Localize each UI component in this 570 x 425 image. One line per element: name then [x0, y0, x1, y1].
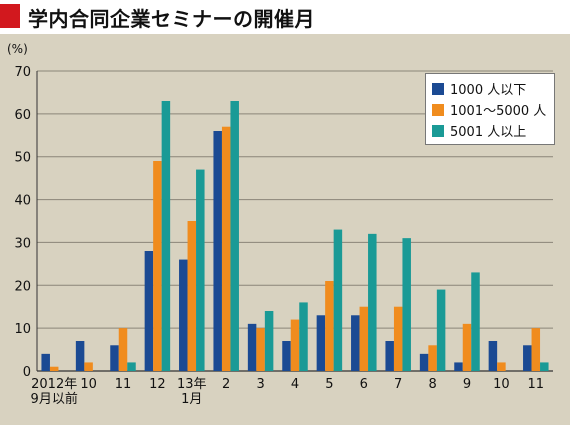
- bar: [402, 238, 411, 371]
- title-marker: [0, 4, 20, 28]
- bar: [299, 302, 308, 371]
- bar: [316, 315, 326, 371]
- y-tick-label: 0: [23, 365, 31, 380]
- bar: [351, 315, 360, 371]
- x-tick-label: 5: [325, 377, 333, 392]
- x-tick-label: 7: [394, 377, 402, 392]
- bar: [230, 101, 239, 371]
- legend-swatch: [432, 82, 444, 95]
- legend-item: 1001～5000 人: [432, 99, 546, 120]
- bar: [428, 345, 437, 371]
- y-tick-label: 20: [14, 279, 31, 294]
- bar: [84, 362, 93, 371]
- x-tick-label: 2: [222, 377, 230, 392]
- y-tick-label: 30: [14, 236, 31, 251]
- bar: [497, 362, 506, 371]
- y-tick-label: 40: [14, 194, 31, 209]
- y-tick-label: 60: [14, 108, 31, 123]
- bar: [221, 126, 231, 371]
- bar: [436, 289, 446, 371]
- bar: [385, 341, 394, 371]
- bar: [454, 362, 463, 371]
- bar: [153, 161, 162, 371]
- y-tick-label: 10: [14, 322, 31, 337]
- bar: [359, 306, 369, 371]
- bar: [187, 221, 197, 371]
- bar: [264, 311, 274, 371]
- bar: [196, 169, 205, 371]
- legend-swatch: [432, 124, 444, 137]
- legend-swatch: [432, 103, 444, 116]
- y-tick-label: 50: [14, 151, 31, 166]
- y-tick-label: 70: [14, 65, 31, 80]
- bar: [213, 131, 222, 371]
- legend: 1000 人以下 1001～5000 人 5001 人以上: [425, 73, 556, 145]
- legend-item: 5001 人以上: [432, 120, 546, 141]
- bar: [247, 323, 257, 371]
- chart-header: 学内合同企業セミナーの開催月: [0, 0, 570, 34]
- bar: [471, 272, 480, 371]
- x-tick-label: 10: [80, 377, 97, 392]
- bar: [393, 306, 403, 371]
- bar: [144, 251, 154, 371]
- x-tick-label: 9月以前: [31, 391, 78, 407]
- bar: [325, 281, 334, 371]
- bar: [110, 345, 119, 371]
- bar: [256, 328, 265, 371]
- bar: [75, 341, 85, 371]
- chart-title: 学内合同企業セミナーの開催月: [28, 7, 315, 31]
- bar: [419, 353, 429, 371]
- y-axis-label: (%): [7, 42, 28, 56]
- legend-label: 5001 人以上: [450, 125, 527, 140]
- x-tick-label: 10: [493, 377, 510, 392]
- bar: [161, 101, 171, 371]
- x-tick-label: 13年: [177, 377, 207, 392]
- bar: [540, 362, 549, 371]
- x-tick-label: 11: [528, 377, 545, 392]
- bar: [179, 259, 188, 371]
- x-tick-label: 4: [291, 377, 299, 392]
- bar: [282, 341, 291, 371]
- legend-item: 1000 人以下: [432, 78, 546, 99]
- bar: [290, 319, 300, 371]
- bar: [531, 328, 541, 371]
- bar: [523, 345, 532, 371]
- bar: [462, 323, 472, 371]
- x-tick-label: 9: [463, 377, 471, 392]
- bar: [41, 353, 50, 371]
- x-tick-label: 8: [428, 377, 436, 392]
- x-tick-label: 12: [149, 377, 166, 392]
- legend-label: 1000 人以下: [450, 83, 527, 98]
- x-tick-label: 3: [256, 377, 264, 392]
- bar: [118, 328, 128, 371]
- x-tick-label: 2012年: [31, 377, 77, 392]
- bar: [49, 366, 59, 371]
- bar: [368, 233, 377, 371]
- bar: [333, 229, 343, 371]
- x-tick-label: 1月: [181, 392, 202, 407]
- x-tick-label: 11: [115, 377, 132, 392]
- bar: [127, 362, 136, 371]
- x-tick-label: 6: [360, 377, 368, 392]
- legend-label: 1001～5000 人: [450, 104, 547, 119]
- bar: [488, 341, 498, 371]
